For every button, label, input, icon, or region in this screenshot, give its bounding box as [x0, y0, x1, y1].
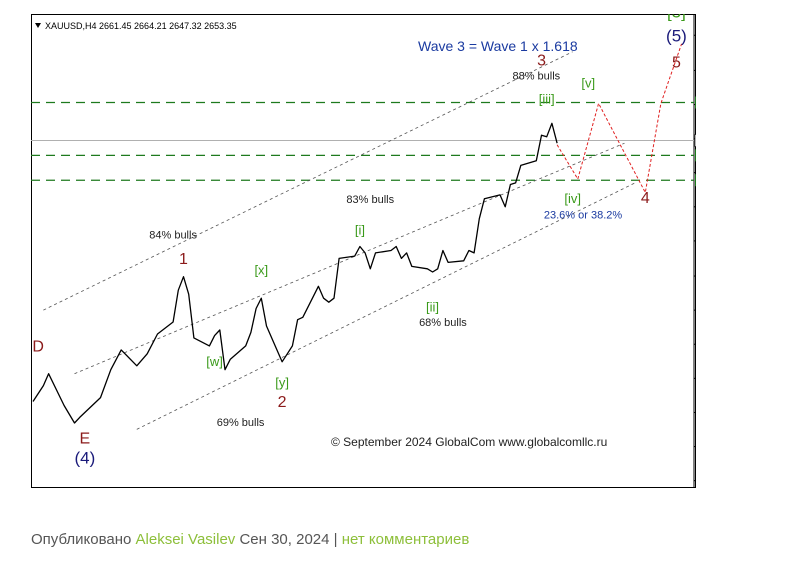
wave-label: [iii] — [539, 91, 555, 106]
channel-line-upper — [43, 51, 573, 311]
channel-line-middle — [74, 142, 625, 375]
wave-label: 1 — [179, 251, 188, 268]
chart-svg: 2785.772741.572698.572655.572612.972569.… — [31, 14, 696, 488]
wave-label: [x] — [254, 262, 268, 277]
chart-title: Wave 3 = Wave 1 x 1.618 — [418, 38, 578, 54]
price-line — [32, 122, 558, 424]
wave-label: [ii] — [426, 300, 439, 315]
chart-annotation: 88% bulls — [512, 71, 560, 83]
level-price-tag — [695, 174, 696, 187]
chart-annotation: 84% bulls — [149, 230, 197, 242]
current-price-tag — [694, 134, 696, 147]
plot-border — [31, 14, 696, 488]
wave-label: [v] — [581, 76, 595, 91]
chart-annotation: 23.6% or 38.2% — [544, 210, 622, 222]
wave-label: [iv] — [564, 191, 581, 206]
symbol-header: XAUUSD,H4 2661.45 2664.21 2647.32 2653.3… — [45, 21, 237, 31]
wave-label: 3 — [537, 52, 546, 69]
forecast-line — [556, 43, 683, 195]
comments-link[interactable]: нет комментариев — [341, 531, 470, 548]
wave-label: E — [80, 431, 91, 448]
chart-frame: 2785.772741.572698.572655.572612.972569.… — [31, 14, 696, 488]
wave-label: 2 — [278, 394, 287, 411]
wave-label: D — [32, 338, 44, 355]
wave-label: [w] — [206, 354, 223, 369]
wave-label: 5 — [672, 55, 681, 72]
header-triangle-icon — [35, 23, 41, 28]
wave-label: [y] — [275, 375, 289, 390]
caption-date: Сен 30, 2024 — [239, 531, 330, 548]
chart-annotation: 68% bulls — [419, 317, 467, 329]
chart-annotation: 83% bulls — [346, 194, 394, 206]
author-link[interactable]: Aleksei Vasilev — [135, 531, 236, 548]
channel-line-lower — [136, 182, 636, 430]
level-price-tag — [695, 96, 696, 109]
copyright-text: © September 2024 GlobalCom www.globalcom… — [331, 435, 607, 449]
level-price-tag — [695, 149, 696, 162]
wave-label: (5) — [666, 26, 687, 45]
caption-prefix: Опубликовано — [31, 531, 132, 548]
chart-annotation: 69% bulls — [217, 417, 265, 429]
wave-label: 4 — [641, 190, 650, 207]
post-caption: Опубликовано Aleksei Vasilev Сен 30, 202… — [31, 531, 469, 548]
caption-separator: | — [333, 531, 338, 548]
wave-label: [i] — [355, 223, 365, 238]
wave-label: (4) — [74, 449, 95, 468]
wave-label: [5] — [667, 14, 686, 22]
